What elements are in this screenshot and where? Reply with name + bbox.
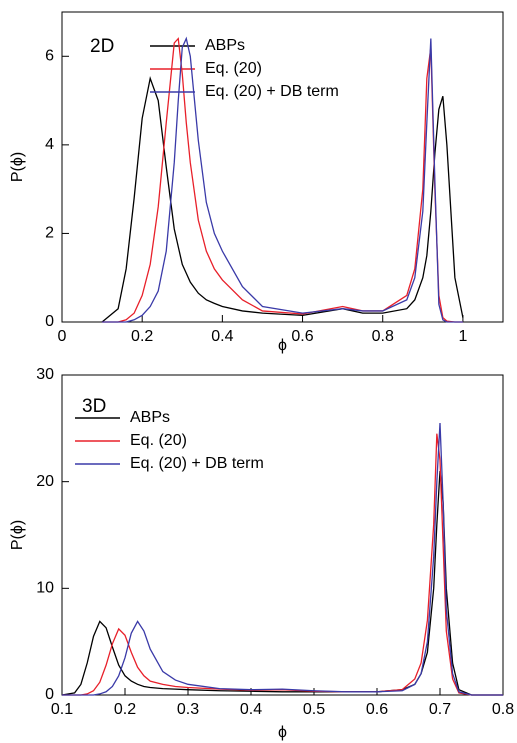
x-axis-label: ϕ	[278, 337, 287, 354]
x-tick-label: 0.2	[131, 328, 153, 345]
x-tick-label: 1	[458, 328, 467, 345]
y-tick-label: 0	[45, 686, 54, 703]
series-line	[62, 422, 503, 696]
legend-label: ABPs	[130, 409, 170, 426]
panel-label: 3D	[82, 396, 106, 417]
plot-frame	[61, 11, 504, 323]
x-tick-label: 0.8	[492, 701, 514, 718]
x-tick-label: 0.6	[366, 701, 388, 718]
series-line	[61, 470, 503, 696]
y-tick-label: 20	[36, 473, 54, 490]
x-tick-label: 0.2	[114, 701, 136, 718]
x-tick-label: 0.4	[211, 328, 233, 345]
y-tick-label: 10	[36, 580, 54, 597]
legend-label: Eq. (20)	[205, 60, 262, 77]
y-tick-label: 0	[45, 313, 54, 330]
x-tick-label: 0.8	[372, 328, 394, 345]
x-tick-label: 0.3	[177, 701, 199, 718]
y-tick-label: 30	[36, 366, 54, 383]
series-line	[102, 37, 463, 323]
legend-label: ABPs	[205, 37, 245, 54]
legend-label: Eq. (20)	[130, 432, 187, 449]
y-axis-label: P(ϕ)	[9, 520, 26, 550]
y-tick-label: 4	[45, 136, 54, 153]
x-tick-label: 0	[58, 328, 67, 345]
x-tick-label: 0.5	[303, 701, 325, 718]
y-axis-label: P(ϕ)	[9, 152, 26, 182]
series-line	[101, 76, 464, 323]
x-tick-label: 0.1	[51, 701, 73, 718]
x-tick-label: 0.4	[240, 701, 262, 718]
x-axis-label: ϕ	[278, 724, 287, 741]
series-line	[102, 36, 463, 323]
legend-label: Eq. (20) + DB term	[205, 83, 339, 100]
y-tick-label: 2	[45, 225, 54, 242]
x-tick-label: 0.6	[291, 328, 313, 345]
panel-label: 2D	[90, 36, 114, 57]
plot-frame	[61, 374, 504, 696]
y-tick-label: 6	[45, 48, 54, 65]
legend-label: Eq. (20) + DB term	[130, 455, 264, 472]
x-tick-label: 0.7	[429, 701, 451, 718]
